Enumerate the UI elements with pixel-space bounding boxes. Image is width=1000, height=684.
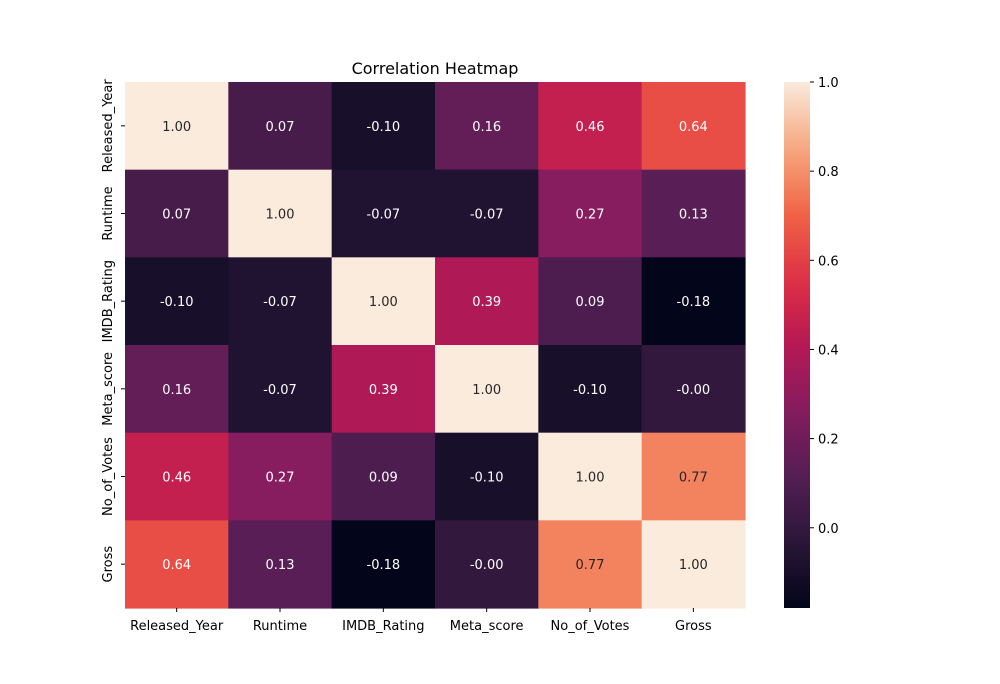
y-tick-label: Meta_score (101, 352, 116, 426)
heatmap-cell (641, 345, 746, 434)
x-tick-label: Runtime (253, 619, 307, 634)
x-tick-label: IMDB_Rating (342, 619, 424, 634)
heatmap-cell (641, 432, 746, 521)
heatmap-cell (125, 169, 229, 258)
heatmap-cell (228, 82, 333, 171)
y-tick-label: Released_Year (101, 79, 116, 173)
cell-value-label: 0.46 (576, 120, 605, 135)
heatmap-cell (125, 432, 229, 521)
cell-value-label: 0.27 (266, 471, 295, 486)
cell-value-label: -0.18 (677, 295, 711, 310)
heatmap-cell (435, 345, 539, 434)
heatmap-cell (331, 345, 436, 434)
heatmap-cell (435, 169, 539, 258)
x-tick-label: No_of_Votes (551, 619, 630, 634)
y-tick-label: IMDB_Rating (101, 260, 116, 342)
cell-value-label: -0.18 (367, 558, 401, 573)
heatmap-cell (331, 82, 436, 171)
colorbar-tick-label: 0.8 (818, 165, 839, 180)
heatmap-cell (125, 257, 229, 346)
cell-value-label: 1.00 (576, 471, 605, 486)
y-tick-label: Gross (101, 546, 116, 583)
heatmap-cell (538, 257, 643, 346)
heatmap-cell (228, 345, 333, 434)
cell-value-label: 0.09 (369, 471, 398, 486)
y-axis-ticks: Released_Year Runtime IMDB_Rating Meta_scor… (101, 79, 125, 583)
x-tick-label: Gross (675, 619, 712, 634)
heatmap-cell (435, 432, 539, 521)
heatmap-cell (228, 432, 333, 521)
cell-value-label: 0.39 (472, 295, 501, 310)
chart-title: Correlation Heatmap (352, 59, 519, 78)
cell-value-label: -0.07 (263, 383, 297, 398)
x-tick-label: Meta_score (450, 619, 524, 634)
colorbar-tick-label: 0.0 (818, 522, 839, 537)
heatmap-cell (538, 432, 643, 521)
cell-value-label: -0.10 (160, 295, 194, 310)
y-tick-label: Runtime (101, 186, 116, 240)
heatmap-cell (125, 82, 229, 171)
cell-value-label: 0.64 (162, 558, 191, 573)
heatmap-cell (641, 169, 746, 258)
cell-value-label: -0.10 (573, 383, 607, 398)
heatmap-cell (331, 169, 436, 258)
cell-value-label: 0.77 (679, 471, 708, 486)
colorbar-gradient (784, 82, 810, 608)
cell-value-label: 0.77 (576, 558, 605, 573)
cell-value-label: 1.00 (679, 558, 708, 573)
heatmap-cell (538, 82, 643, 171)
cell-value-label: -0.07 (470, 208, 504, 223)
heatmap-cell (641, 257, 746, 346)
heatmap-cell (125, 520, 229, 609)
cell-value-label: 0.64 (679, 120, 708, 135)
cell-value-label: -0.10 (367, 120, 401, 135)
cell-value-label: 0.13 (266, 558, 295, 573)
colorbar-tick-label: 0.4 (818, 343, 839, 358)
cell-value-label: 1.00 (266, 208, 295, 223)
colorbar-tick-label: 0.2 (818, 433, 839, 448)
cell-value-label: 1.00 (162, 120, 191, 135)
heatmap-cell (435, 520, 539, 609)
cell-value-label: -0.00 (470, 558, 504, 573)
heatmap-cell (435, 82, 539, 171)
colorbar-tick-label: 0.6 (818, 254, 839, 269)
heatmap-cells: 1.00 0.07 -0.10 0.16 0.46 0.64 0.07 1.00 -0.07 -0… (125, 82, 746, 609)
cell-value-label: 0.13 (679, 208, 708, 223)
cell-value-label: 0.07 (266, 120, 295, 135)
x-axis-ticks: Released_Year Runtime IMDB_Rating Meta_scor… (130, 608, 712, 634)
cell-value-label: 0.16 (162, 383, 191, 398)
heatmap-cell (331, 257, 436, 346)
heatmap-cell (435, 257, 539, 346)
heatmap-cell (228, 169, 333, 258)
cell-value-label: 0.16 (472, 120, 501, 135)
y-tick-label: No_of_Votes (101, 437, 116, 516)
cell-value-label: -0.07 (367, 208, 401, 223)
cell-value-label: 0.39 (369, 383, 398, 398)
cell-value-label: -0.00 (677, 383, 711, 398)
cell-value-label: -0.07 (263, 295, 297, 310)
heatmap-cell (538, 520, 643, 609)
colorbar-tick-label: 1.0 (818, 76, 839, 91)
colorbar: 1.0 0.8 0.6 0.4 0.2 0.0 (784, 76, 839, 608)
cell-value-label: -0.10 (470, 471, 504, 486)
heatmap-cell (641, 520, 746, 609)
heatmap-cell (125, 345, 229, 434)
cell-value-label: 0.46 (162, 471, 191, 486)
heatmap-cell (538, 169, 643, 258)
cell-value-label: 1.00 (472, 383, 501, 398)
heatmap-cell (641, 82, 746, 171)
heatmap-cell (228, 520, 333, 609)
cell-value-label: 0.09 (576, 295, 605, 310)
cell-value-label: 0.27 (576, 208, 605, 223)
heatmap-cell (331, 520, 436, 609)
x-tick-label: Released_Year (130, 619, 224, 634)
cell-value-label: 1.00 (369, 295, 398, 310)
heatmap-cell (228, 257, 333, 346)
heatmap-cell (538, 345, 643, 434)
heatmap-cell (331, 432, 436, 521)
cell-value-label: 0.07 (162, 208, 191, 223)
